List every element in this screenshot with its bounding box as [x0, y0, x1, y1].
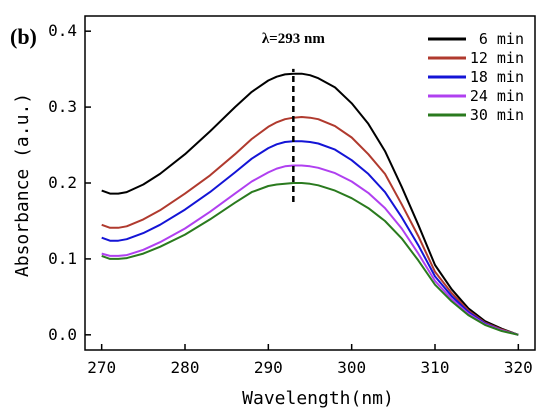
legend-label: 18 min — [470, 68, 524, 86]
legend-label: 24 min — [470, 87, 524, 105]
series-line-18-min — [101, 140, 519, 336]
annotation-text: λ=293 nm — [262, 31, 326, 47]
x-tick-label: 310 — [421, 358, 450, 377]
y-tick-label: 0.2 — [48, 173, 77, 192]
series-line-12-min — [101, 116, 519, 336]
plot-area: 270 280 290 300 310 320 0.0 0.1 0.2 0.3 0.4 — [48, 15, 536, 377]
panel-label: (b) — [10, 24, 37, 49]
legend-label: 30 min — [470, 106, 524, 124]
y-tick-label: 0.1 — [48, 249, 77, 268]
series-line-6-min — [101, 72, 519, 336]
series-line-30-min — [101, 182, 519, 336]
x-tick-label: 290 — [254, 358, 283, 377]
y-tick-label: 0.0 — [48, 325, 77, 344]
legend-label: 6 min — [479, 30, 524, 48]
y-tick-label: 0.4 — [48, 21, 77, 40]
x-axis-label: Wavelength(nm) — [242, 388, 394, 409]
annotation: λ=293 nm — [262, 31, 326, 202]
y-axis-label: Absorbance (a.u.) — [12, 93, 33, 277]
x-tick-label: 320 — [504, 358, 533, 377]
series-line-24-min — [101, 164, 519, 336]
x-tick-label: 270 — [87, 358, 116, 377]
y-tick-label: 0.3 — [48, 97, 77, 116]
x-tick-label: 300 — [337, 358, 366, 377]
legend-label: 12 min — [470, 49, 524, 67]
x-tick-label: 280 — [171, 358, 200, 377]
